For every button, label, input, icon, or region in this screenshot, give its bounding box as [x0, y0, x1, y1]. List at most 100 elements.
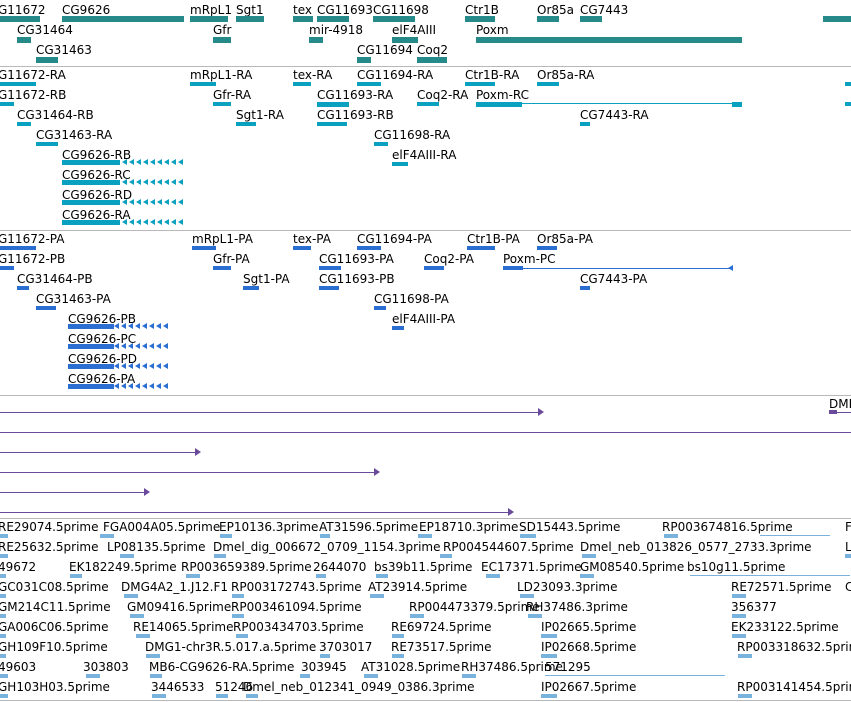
est-bar[interactable]: [732, 594, 746, 598]
est-bar[interactable]: [845, 554, 851, 558]
protein-track-label[interactable]: CG9626-PC: [68, 332, 137, 346]
est-track-label[interactable]: 3703017: [319, 640, 373, 654]
est-track-label[interactable]: EC17371.5prime: [481, 560, 582, 574]
est-bar[interactable]: [0, 654, 6, 658]
est-bar[interactable]: [440, 554, 452, 558]
est-bar[interactable]: [316, 574, 326, 578]
est-bar[interactable]: [0, 674, 8, 678]
est-bar[interactable]: [392, 634, 404, 638]
est-bar[interactable]: [0, 694, 8, 698]
protein-track-label[interactable]: Sgt1-PA: [243, 272, 290, 286]
est-track-label[interactable]: RP004544607.5prime: [443, 540, 574, 554]
feature-bar[interactable]: [580, 122, 590, 126]
gene-bar[interactable]: [537, 16, 559, 22]
est-bar[interactable]: [370, 594, 384, 598]
est-track-label[interactable]: RP003172743.5prime: [231, 580, 362, 594]
est-intron-line[interactable]: [690, 575, 850, 576]
est-intron-line[interactable]: [545, 675, 725, 676]
est-track-label[interactable]: FGA004A05.5prime: [103, 520, 221, 534]
gene-bar[interactable]: [823, 16, 851, 22]
feature-bar[interactable]: [374, 306, 386, 310]
gene-track-label[interactable]: Sgt1: [236, 3, 264, 17]
gene-track-label[interactable]: Poxm: [476, 23, 509, 37]
feature-bar[interactable]: [503, 266, 523, 270]
est-track-label[interactable]: RE69724.5prime: [391, 620, 492, 634]
gene-track-label[interactable]: Or85a: [537, 3, 575, 17]
feature-bar[interactable]: [732, 102, 742, 107]
transcript-track-label[interactable]: CG11694-RA: [357, 68, 434, 82]
feature-bar[interactable]: [845, 102, 851, 106]
protein-track-label[interactable]: tex-PA: [293, 232, 331, 246]
est-bar[interactable]: [0, 574, 6, 578]
est-bar[interactable]: [528, 614, 542, 618]
feature-bar[interactable]: [829, 410, 837, 414]
est-bar[interactable]: [410, 614, 424, 618]
protein-track-label[interactable]: G11672-PA: [0, 232, 65, 246]
est-bar[interactable]: [580, 574, 594, 578]
est-bar[interactable]: [0, 634, 6, 638]
transcript-track-label[interactable]: Sgt1-RA: [236, 108, 284, 122]
protein-track-label[interactable]: Poxm-PC: [503, 252, 556, 266]
transcript-track-label[interactable]: G11672-RB: [0, 88, 67, 102]
gene-track-label[interactable]: mir-4918: [309, 23, 364, 37]
feature-bar[interactable]: [537, 82, 559, 86]
est-bar[interactable]: [364, 674, 378, 678]
gene-bar[interactable]: [357, 57, 371, 63]
est-bar[interactable]: [520, 594, 534, 598]
est-track-label[interactable]: 2644070: [313, 560, 367, 574]
est-track-label[interactable]: RP004473379.5prime: [409, 600, 540, 614]
gene-track-label[interactable]: CG7443: [580, 3, 629, 17]
gene-bar[interactable]: [309, 37, 323, 43]
est-bar[interactable]: [150, 674, 162, 678]
feature-bar[interactable]: [0, 246, 36, 250]
transcript-track-label[interactable]: CG11698-RA: [374, 128, 451, 142]
est-bar[interactable]: [70, 574, 82, 578]
gene-track-label[interactable]: mRpL1: [190, 3, 232, 17]
est-track-label[interactable]: GC031C08.5prime: [0, 580, 109, 594]
protein-track-label[interactable]: elF4AIII-PA: [392, 312, 456, 326]
feature-bar[interactable]: [243, 286, 259, 290]
feature-bar[interactable]: [68, 324, 114, 329]
gene-track-label[interactable]: CG31464: [17, 23, 73, 37]
gene-track-label[interactable]: G11672: [0, 3, 46, 17]
feature-bar[interactable]: [62, 180, 120, 185]
est-track-label[interactable]: GM09416.5prime: [127, 600, 232, 614]
protein-track-label[interactable]: CG31464-PB: [17, 272, 93, 286]
est-track-label[interactable]: RE73517.5prime: [391, 640, 492, 654]
est-track-label[interactable]: EK182249.5prime: [69, 560, 177, 574]
est-bar[interactable]: [216, 694, 228, 698]
gene-bar[interactable]: [317, 16, 349, 22]
feature-bar[interactable]: [293, 82, 311, 86]
est-track-label[interactable]: RP003141454.5prime: [737, 680, 851, 694]
gene-track-label[interactable]: Coq2: [417, 43, 448, 57]
gene-track-label[interactable]: CG11693: [317, 3, 373, 17]
feature-bar[interactable]: [190, 82, 216, 86]
feature-bar[interactable]: [465, 82, 495, 86]
est-bar[interactable]: [541, 694, 557, 698]
est-bar[interactable]: [124, 594, 138, 598]
intron-line[interactable]: [0, 472, 374, 473]
est-track-label[interactable]: RE72571.5prime: [731, 580, 832, 594]
est-bar[interactable]: [246, 694, 258, 698]
protein-track-label[interactable]: Coq2-PA: [424, 252, 474, 266]
gene-bar[interactable]: [62, 16, 184, 22]
est-bar[interactable]: [376, 574, 388, 578]
est-track-label[interactable]: 571295: [545, 660, 591, 674]
est-intron-line[interactable]: [760, 535, 830, 536]
transcript-track-label[interactable]: tex-RA: [293, 68, 333, 82]
gene-track-label[interactable]: CG11698: [373, 3, 429, 17]
transcript-track-label[interactable]: Ctr1B-RA: [465, 68, 520, 82]
protein-track-label[interactable]: G11672-PB: [0, 252, 66, 266]
alignment-track-label[interactable]: DME: [829, 397, 851, 411]
est-track-label[interactable]: IP02665.5prime: [541, 620, 637, 634]
est-bar[interactable]: [152, 694, 166, 698]
gene-bar[interactable]: [213, 37, 231, 43]
gene-track-label[interactable]: CG11694: [357, 43, 413, 57]
protein-track-label[interactable]: CG11693-PB: [319, 272, 395, 286]
protein-track-label[interactable]: CG9626-PD: [68, 352, 138, 366]
feature-bar[interactable]: [317, 122, 347, 126]
feature-bar[interactable]: [392, 326, 404, 330]
intron-line[interactable]: [0, 492, 144, 493]
est-track-label[interactable]: DMG1-chr3R.5.017.a.5prime: [145, 640, 317, 654]
est-track-label[interactable]: 51246: [215, 680, 254, 694]
